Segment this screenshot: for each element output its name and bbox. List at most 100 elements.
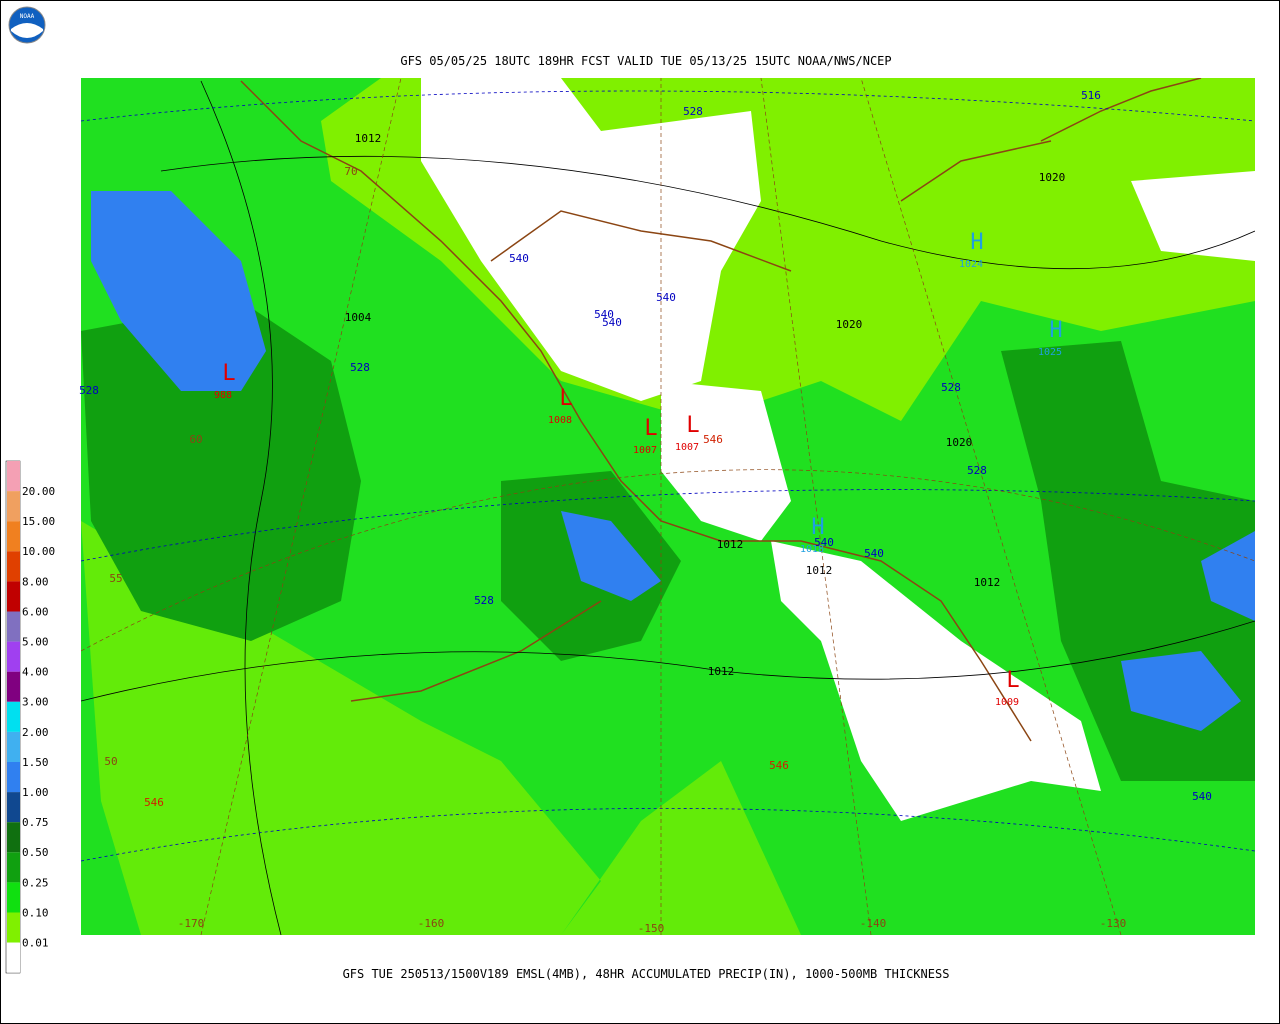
legend-swatch xyxy=(7,581,20,612)
thickness-label: 528 xyxy=(79,384,99,397)
grid-label: 55 xyxy=(109,572,122,585)
grid-label: 70 xyxy=(344,165,357,178)
center-pressure: 1008 xyxy=(548,415,572,426)
grid-label: 50 xyxy=(104,755,117,768)
legend-label: 0.10 xyxy=(22,906,49,919)
center-pressure: 988 xyxy=(214,390,232,401)
thickness-label: 528 xyxy=(474,594,494,607)
pressure-label: 1012 xyxy=(355,132,382,145)
pressure-label: 1012 xyxy=(708,665,735,678)
no-precip xyxy=(661,381,791,541)
thickness-label: 540 xyxy=(1192,790,1212,803)
legend-label: 0.75 xyxy=(22,816,49,829)
graticule xyxy=(81,78,1255,935)
legend-swatch xyxy=(7,822,20,853)
center-pressure: 1024 xyxy=(959,259,983,270)
thickness-label: 516 xyxy=(1081,89,1101,102)
logo-wave xyxy=(11,23,43,38)
legend-swatch xyxy=(7,491,20,522)
legend-label: 20.00 xyxy=(22,485,55,498)
pressure-label: 1004 xyxy=(345,311,372,324)
pressure-label: 1012 xyxy=(974,576,1001,589)
grid-label: -170 xyxy=(178,917,205,930)
precip-heavy xyxy=(1121,651,1241,731)
no-precip xyxy=(1131,171,1255,261)
thickness-label: 528 xyxy=(941,381,961,394)
center-symbol: L xyxy=(644,416,657,441)
map xyxy=(81,78,1255,935)
warm-thickness-label: 546 xyxy=(769,759,789,772)
coastline xyxy=(240,78,1202,742)
precip-moderate xyxy=(81,301,361,641)
legend-label: 2.00 xyxy=(22,726,49,739)
legend-label: 15.00 xyxy=(22,515,55,528)
no-precip xyxy=(771,541,1101,821)
thickness-contour xyxy=(81,90,1255,862)
legend-swatch xyxy=(7,701,20,732)
legend-label: 6.00 xyxy=(22,605,49,618)
logo-text: NOAA xyxy=(20,13,35,20)
legend-label: 0.50 xyxy=(22,846,49,859)
pressure-label: 1020 xyxy=(1039,171,1066,184)
thickness-label: 528 xyxy=(350,361,370,374)
warm-thickness-label: 546 xyxy=(144,796,164,809)
no-precip xyxy=(421,78,761,401)
legend-label: 10.00 xyxy=(22,545,55,558)
center-pressure: 1018 xyxy=(800,544,824,555)
legend-swatch xyxy=(7,611,20,642)
thickness-label: 540 xyxy=(656,291,676,304)
precip-heavy xyxy=(561,511,661,601)
legend-label: 4.00 xyxy=(22,666,49,679)
legend-label: 0.01 xyxy=(22,937,49,950)
pressure-label: 1020 xyxy=(946,436,973,449)
precip-light xyxy=(81,521,801,935)
center-symbol: L xyxy=(1006,668,1019,693)
grid-label: -150 xyxy=(638,922,665,935)
legend-label: 3.00 xyxy=(22,696,49,709)
center-pressure: 1025 xyxy=(1038,347,1062,358)
thickness-label: 528 xyxy=(683,105,703,118)
legend-swatch xyxy=(7,731,20,762)
legend-swatch xyxy=(7,852,20,883)
center-symbol: L xyxy=(559,386,572,411)
precip-heavy xyxy=(91,191,266,391)
thickness-label: 528 xyxy=(967,464,987,477)
pressure-label: 1012 xyxy=(806,564,833,577)
footer: GFS TUE 250513/1500V189 EMSL(4MB), 48HR … xyxy=(343,967,950,981)
thickness-label: 540 xyxy=(814,536,834,549)
center-pressure: 1007 xyxy=(633,445,657,456)
grid-label: -160 xyxy=(418,917,445,930)
legend-swatch xyxy=(7,762,20,793)
thickness-label: 540 xyxy=(594,308,614,321)
legend-swatch xyxy=(7,792,20,823)
isobar xyxy=(81,80,1255,935)
legend-swatch xyxy=(7,882,20,913)
pressure-label: 1012 xyxy=(717,538,744,551)
center-symbol: H xyxy=(1049,318,1062,343)
precip-heavy xyxy=(1201,531,1255,621)
warm-thickness-label: 546 xyxy=(703,433,723,446)
center-pressure: 1007 xyxy=(675,442,699,453)
legend-swatch xyxy=(7,551,20,582)
legend-label: 8.00 xyxy=(22,575,49,588)
title: GFS 05/05/25 18UTC 189HR FCST VALID TUE … xyxy=(400,54,891,68)
legend-label: 5.00 xyxy=(22,636,49,649)
thickness-label: 540 xyxy=(602,316,622,329)
center-symbol: L xyxy=(686,413,699,438)
center-symbol: H xyxy=(811,515,824,540)
legend-swatch xyxy=(7,641,20,672)
legend-label: 0.25 xyxy=(22,876,49,889)
center-symbol: H xyxy=(970,230,983,255)
legend-swatch xyxy=(7,671,20,702)
legend-label: 1.50 xyxy=(22,756,49,769)
center-symbol: L xyxy=(222,361,235,386)
grid-label: -140 xyxy=(860,917,887,930)
grid-label: -130 xyxy=(1100,917,1127,930)
legend-swatch xyxy=(7,461,20,492)
thickness-label: 540 xyxy=(864,547,884,560)
legend-swatch xyxy=(7,521,20,552)
legend-label: 1.00 xyxy=(22,786,49,799)
legend-swatch xyxy=(7,912,20,943)
